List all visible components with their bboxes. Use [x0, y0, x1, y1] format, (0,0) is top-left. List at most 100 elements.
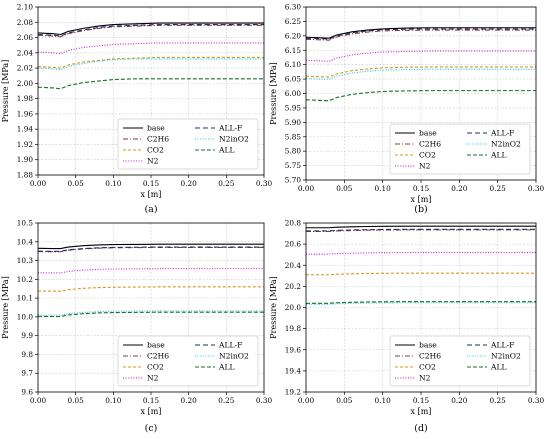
x-tick-label: 0.10 — [105, 396, 122, 405]
y-tick-label: 1.92 — [17, 140, 33, 149]
y-tick-label: 1.90 — [17, 155, 34, 164]
x-tick-label: 0.30 — [256, 179, 273, 188]
series-line-co2 — [38, 56, 264, 69]
y-tick-label: 5.95 — [285, 103, 302, 112]
x-tick-label: 0.05 — [68, 179, 85, 188]
x-tick-label: 0.10 — [105, 179, 122, 188]
subfigure-label: (a) — [144, 204, 157, 215]
y-tick-label: 5.70 — [285, 176, 302, 185]
series-line-n2ino2 — [306, 302, 536, 305]
legend-label: ALL — [218, 146, 235, 155]
x-tick-label: 0.00 — [30, 179, 47, 188]
series-line-co2 — [306, 66, 536, 78]
x-tick-label: 0.15 — [143, 179, 160, 188]
legend-label: ALL-F — [490, 341, 514, 350]
y-tick-label: 19.4 — [285, 366, 302, 375]
y-tick-label: 19.6 — [285, 345, 302, 354]
chart-panel: 0.00 0.05 0.10 0.15 0.20 0.25 0.30 19.2 19.4 19.6… — [269, 219, 544, 435]
x-tick-label: 0.25 — [218, 179, 235, 188]
chart-panel: 0.00 0.05 0.10 0.15 0.20 0.25 0.30 9.6 9.7 9.8 9.9… — [1, 219, 272, 435]
series-line-c2h6 — [306, 29, 536, 41]
legend-label: N2 — [147, 374, 159, 383]
y-axis-label: Pressure [MPa] — [1, 276, 10, 339]
chart-panel: 0.00 0.05 0.10 0.15 0.20 0.25 0.30 1.88 1.90 1.92… — [1, 3, 272, 216]
y-tick-label: 5.90 — [285, 118, 302, 127]
y-tick-label: 20.0 — [285, 303, 302, 312]
series-line-base — [306, 27, 536, 39]
y-axis-label: Pressure [MPa] — [269, 62, 278, 125]
series-line-base — [38, 22, 264, 36]
y-tick-label: 9.7 — [21, 369, 33, 378]
x-tick-label: 0.25 — [218, 396, 235, 405]
series-line-all — [38, 311, 264, 318]
x-tick-label: 0.15 — [413, 396, 430, 405]
y-tick-label: 6.00 — [285, 89, 302, 98]
x-tick-label: 0.20 — [181, 179, 198, 188]
x-tick-label: 0.20 — [451, 396, 468, 405]
x-tick-label: 0.05 — [336, 184, 353, 193]
legend: base C2H6 CO2 N2 ALL-F N2inO2 ALL — [117, 118, 259, 170]
legend-label: ALL — [490, 151, 507, 160]
x-tick-label: 0.25 — [490, 184, 507, 193]
y-tick-label: 5.75 — [285, 161, 302, 170]
y-tick-label: 6.10 — [285, 60, 302, 69]
legend-label: ALL — [218, 363, 235, 372]
y-tick-label: 6.25 — [285, 17, 302, 26]
legend-label: ALL — [490, 363, 507, 372]
legend-label: N2inO2 — [491, 352, 521, 361]
y-tick-label: 2.06 — [17, 33, 34, 42]
plot-frame — [37, 6, 265, 176]
x-tick-label: 0.00 — [298, 184, 315, 193]
legend-box — [117, 118, 259, 170]
series-line-all-f — [38, 246, 264, 252]
series-line-co2 — [306, 272, 536, 276]
legend-label: ALL-F — [218, 341, 242, 350]
series-line-all — [306, 90, 536, 102]
x-tick-label: 0.25 — [490, 396, 507, 405]
y-tick-label: 1.94 — [17, 125, 34, 134]
series-line-c2h6 — [306, 229, 536, 232]
legend-label: N2inO2 — [219, 135, 249, 144]
y-tick-label: 2.08 — [17, 18, 34, 27]
y-tick-label: 19.8 — [285, 324, 302, 333]
legend-label: ALL-F — [218, 124, 242, 133]
series-line-c2h6 — [38, 24, 264, 38]
legend-label: N2 — [419, 374, 431, 383]
series-line-n2ino2 — [306, 68, 536, 80]
legend-label: CO2 — [419, 151, 436, 160]
legend-label: CO2 — [419, 363, 436, 372]
series-line-n2 — [306, 50, 536, 62]
subfigure-label: (d) — [414, 423, 428, 434]
x-tick-label: 0.20 — [181, 396, 198, 405]
series-line-c2h6 — [38, 246, 264, 253]
legend: base C2H6 CO2 N2 ALL-F N2inO2 ALL — [389, 123, 531, 175]
series-line-all — [306, 301, 536, 304]
x-tick-label: 0.05 — [336, 396, 353, 405]
legend-label: CO2 — [147, 146, 164, 155]
series-line-n2 — [306, 252, 536, 255]
y-tick-label: 9.6 — [21, 388, 33, 397]
y-tick-label: 6.15 — [285, 46, 302, 55]
x-tick-label: 0.30 — [528, 184, 545, 193]
legend-label: base — [147, 341, 165, 350]
y-tick-label: 20.8 — [285, 219, 302, 228]
x-axis-label: x [m] — [141, 407, 162, 416]
series-line-co2 — [38, 286, 264, 292]
legend: base C2H6 CO2 N2 ALL-F N2inO2 ALL — [117, 335, 259, 387]
legend-label: C2H6 — [147, 135, 169, 144]
x-tick-label: 0.00 — [298, 396, 315, 405]
x-tick-label: 0.30 — [256, 396, 273, 405]
y-tick-label: 10.1 — [17, 294, 33, 303]
y-tick-label: 20.2 — [285, 282, 301, 291]
y-tick-label: 1.98 — [17, 94, 34, 103]
x-tick-label: 0.20 — [451, 184, 468, 193]
y-tick-label: 6.05 — [285, 75, 302, 84]
y-tick-label: 2.02 — [17, 64, 33, 73]
y-tick-label: 20.4 — [285, 261, 302, 270]
legend-label: C2H6 — [419, 140, 441, 149]
legend-label: base — [419, 129, 437, 138]
x-tick-label: 0.30 — [528, 396, 545, 405]
series-line-n2 — [38, 42, 264, 55]
y-tick-label: 5.85 — [285, 132, 302, 141]
